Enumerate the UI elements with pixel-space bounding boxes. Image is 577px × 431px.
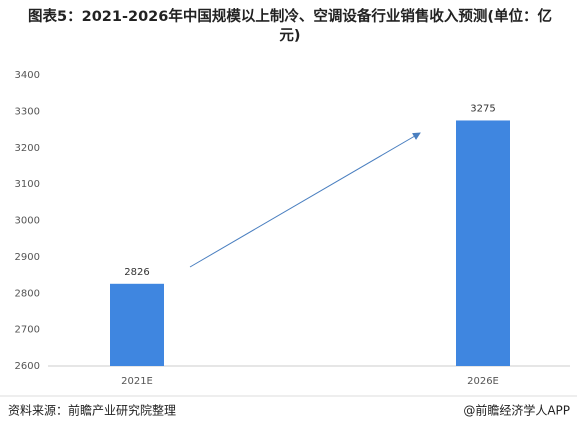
bar (456, 120, 510, 366)
x-tick-label: 2026E (467, 376, 499, 387)
y-tick-label: 3400 (15, 70, 40, 81)
y-tick-label: 2600 (15, 361, 40, 372)
data-label: 3275 (470, 103, 495, 114)
x-tick-label: 2021E (121, 376, 153, 387)
data-label: 2826 (124, 267, 149, 278)
y-tick-label: 2900 (15, 252, 40, 263)
y-tick-label: 3200 (15, 143, 40, 154)
y-tick-label: 3100 (15, 179, 40, 190)
credit: @前瞻经济学人APP (463, 403, 570, 418)
trend-arrow (189, 132, 421, 268)
chart-title: 图表5：2021-2026年中国规模以上制冷、空调设备行业销售收入预测(单位：亿… (28, 9, 552, 44)
y-tick-label: 2700 (15, 325, 40, 336)
source: 资料来源：前瞻产业研究院整理 (8, 403, 176, 418)
y-tick-label: 3300 (15, 106, 40, 117)
bar (110, 283, 164, 366)
y-tick-label: 3000 (15, 216, 40, 227)
y-tick-label: 2800 (15, 288, 40, 299)
